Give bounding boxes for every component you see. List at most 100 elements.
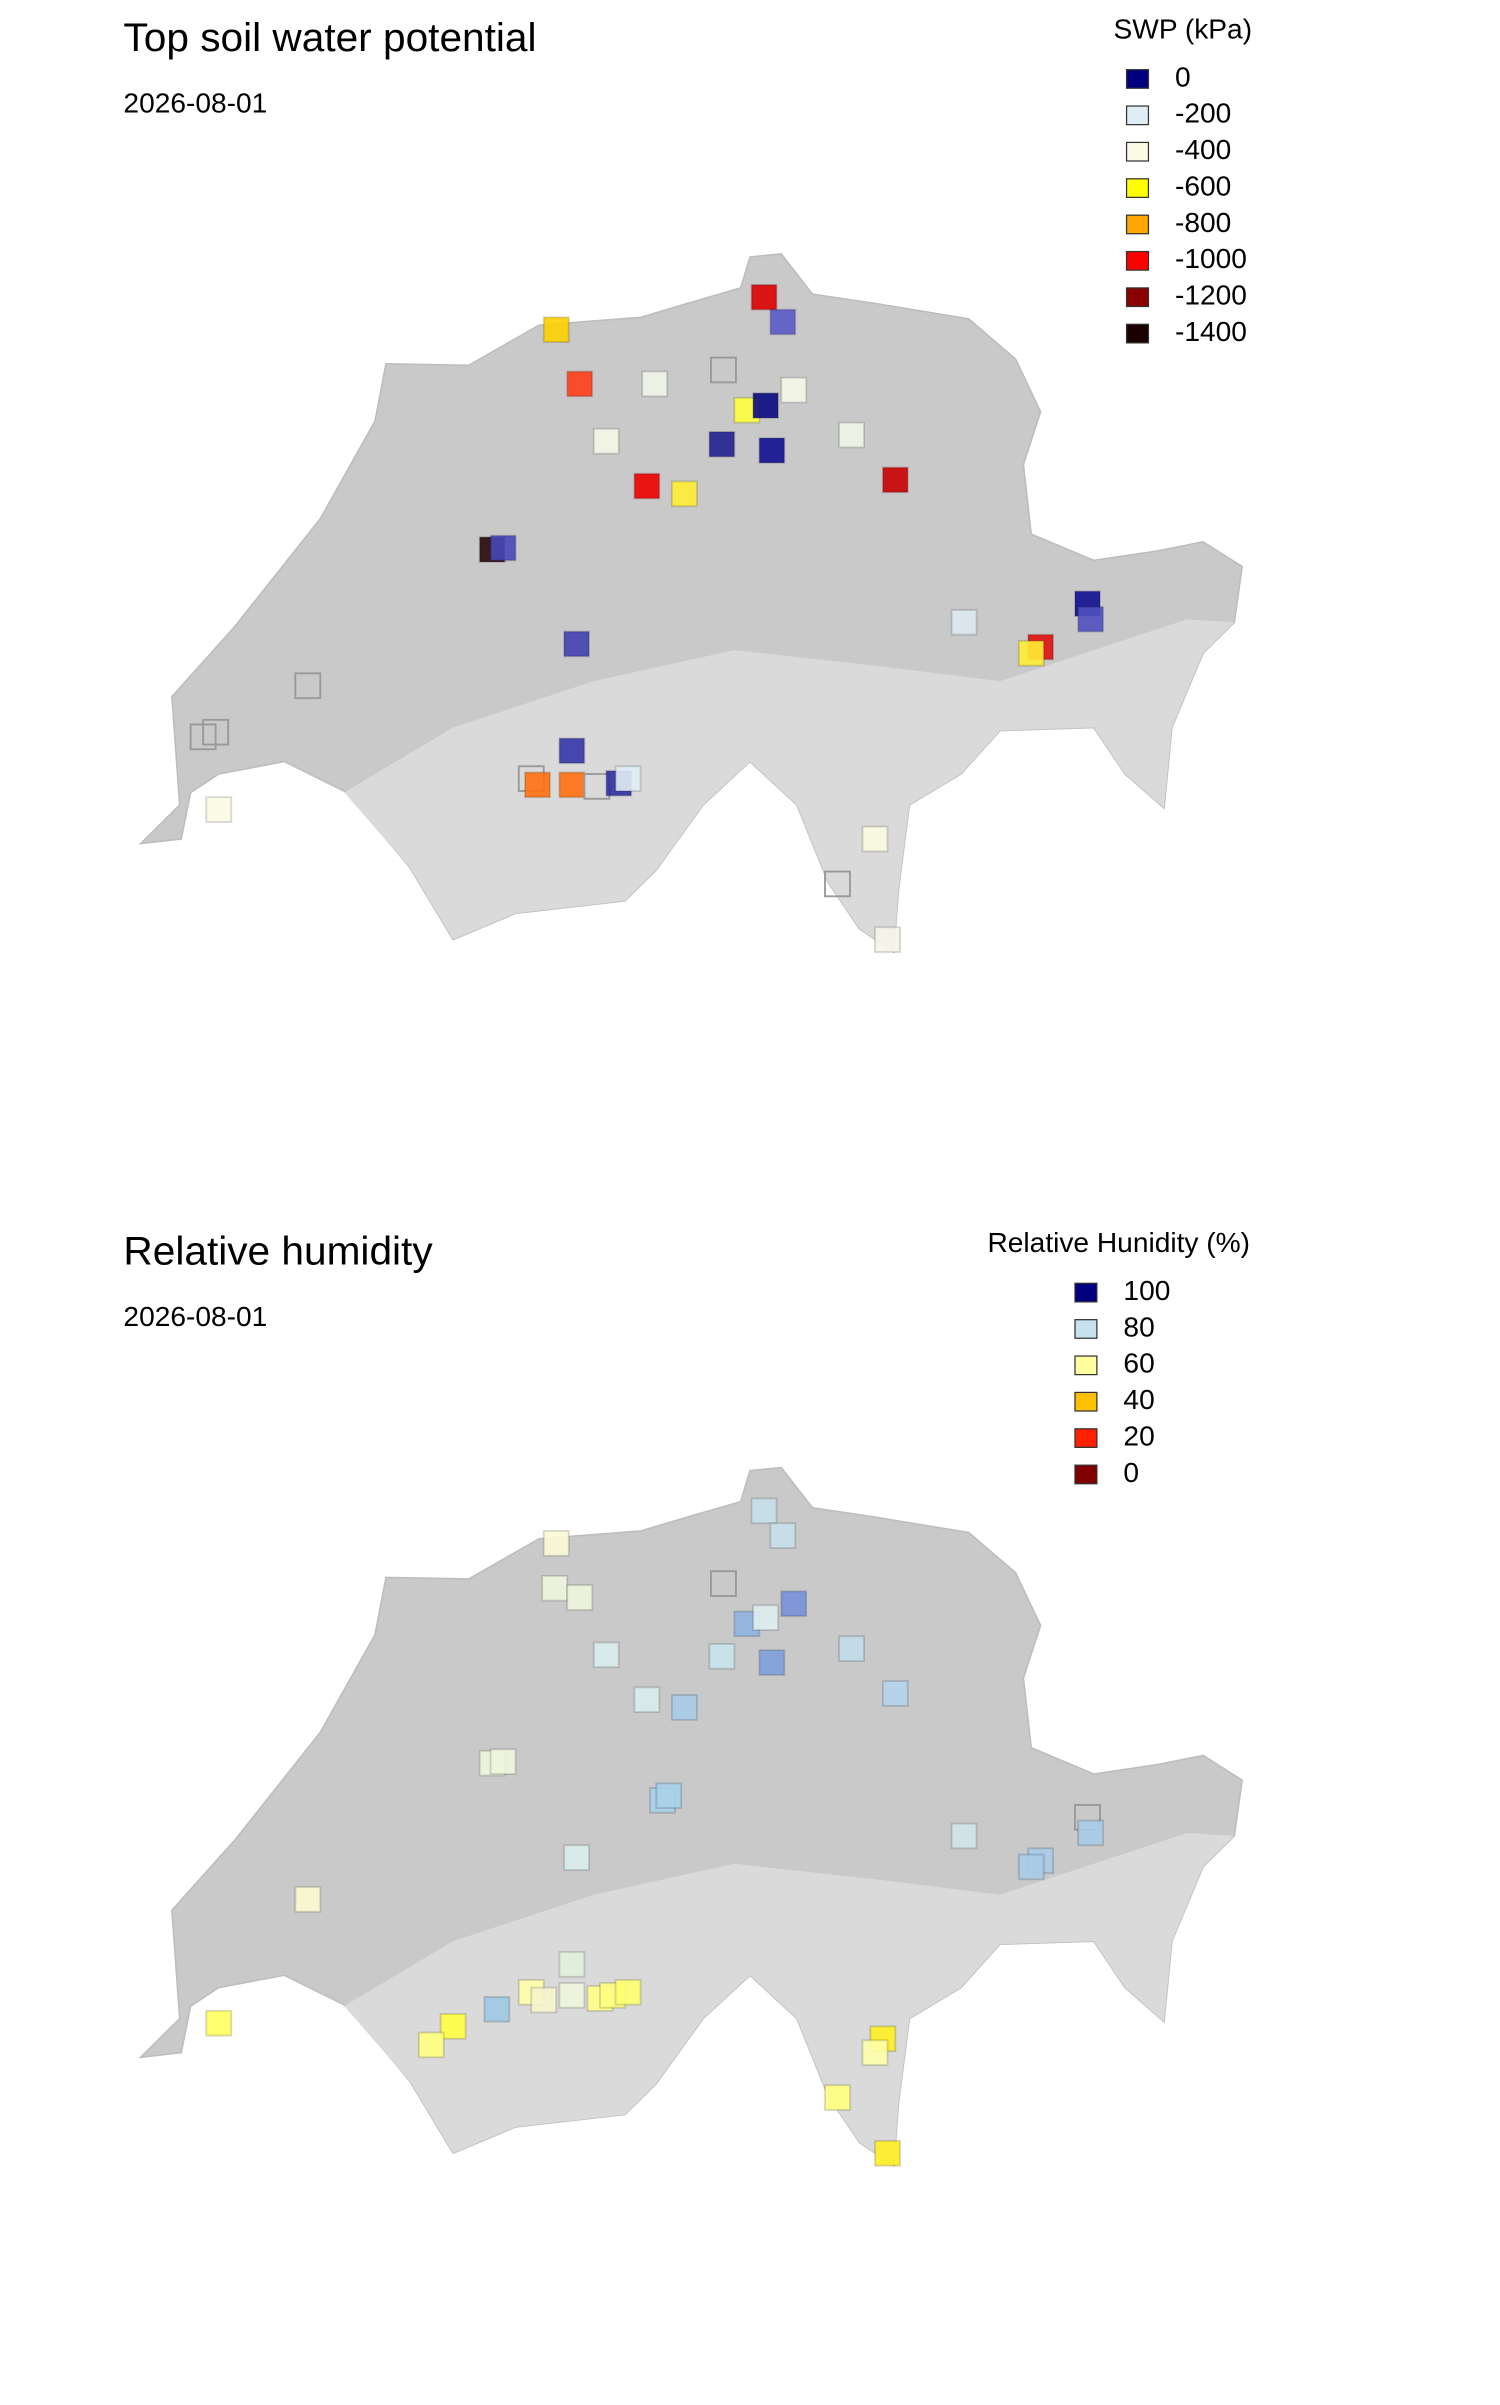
station-marker [780, 1590, 808, 1618]
legend-swatch [1074, 1355, 1098, 1376]
station-marker [769, 1522, 797, 1549]
switzerland-map [138, 253, 1244, 954]
station-marker [861, 825, 889, 853]
country-shape [138, 1466, 1244, 2168]
station-marker [1077, 1819, 1105, 1847]
station-marker [950, 1822, 978, 1850]
figure-content: Top soil water potential 2026-08-01 SWP (k… [123, 13, 1253, 2168]
legend-swatch [1074, 1391, 1098, 1412]
station-marker [708, 430, 736, 458]
station-marker [633, 472, 661, 500]
legend-swatch [1074, 1282, 1098, 1303]
legend-label: -600 [1175, 171, 1231, 202]
map-panel: Top soil water potential 2026-08-01 SWP (k… [123, 13, 1253, 954]
legend-swatch [1125, 250, 1150, 271]
station-marker [670, 1694, 698, 1721]
station-marker [558, 737, 586, 765]
station-marker [861, 2039, 889, 2066]
legend-swatch [1125, 105, 1150, 126]
station-marker [641, 370, 669, 398]
station-marker [1017, 639, 1045, 667]
station-marker [655, 1782, 683, 1809]
station-marker [558, 1982, 586, 2009]
station-marker [758, 437, 786, 464]
legend-label: 0 [1123, 1457, 1139, 1488]
station-marker [489, 534, 517, 562]
station-marker [950, 608, 978, 636]
legend-label: -1200 [1175, 280, 1247, 311]
panel-date: 2026-08-01 [123, 88, 267, 119]
station-marker [1077, 605, 1105, 633]
station-no-data [294, 672, 322, 700]
station-marker [881, 1680, 909, 1707]
station-no-data [710, 356, 737, 384]
station-marker [874, 2139, 901, 2167]
station-no-data [824, 870, 851, 898]
station-marker [592, 1641, 620, 1669]
legend-label: 0 [1175, 61, 1191, 92]
station-marker [752, 1604, 780, 1631]
panel-title: Relative humidity [123, 1228, 433, 1274]
station-marker [750, 283, 778, 311]
station-marker [417, 2031, 445, 2059]
alpine-relief [343, 1832, 1235, 2166]
legend-swatch [1125, 323, 1150, 344]
station-marker [541, 1574, 569, 1602]
station-marker [524, 771, 551, 799]
legend-swatch [1125, 214, 1150, 235]
station-marker [614, 1978, 642, 2006]
legend-label: -1000 [1175, 243, 1247, 274]
station-marker [483, 1995, 511, 2023]
station-marker [558, 1951, 586, 1978]
legend-label: -400 [1175, 134, 1231, 165]
station-marker [205, 2009, 233, 2037]
station-no-data [202, 718, 230, 746]
legend-swatch [1074, 1428, 1098, 1448]
legend-label: -800 [1175, 207, 1231, 238]
station-marker [881, 466, 909, 494]
legend-label: 20 [1123, 1421, 1154, 1452]
map-panel: Relative humidity 2026-08-01 Relative Huni… [123, 1227, 1250, 2168]
station-marker [838, 421, 865, 449]
station-marker [750, 1497, 778, 1525]
station-marker [670, 480, 698, 508]
legend-swatch [1125, 287, 1150, 308]
legend-label: -200 [1175, 98, 1231, 129]
legend-label: 40 [1123, 1384, 1154, 1415]
legend-swatch [1125, 69, 1150, 89]
station-marker [542, 316, 570, 344]
panel-date: 2026-08-01 [123, 1301, 267, 1332]
station-marker [752, 392, 780, 419]
legend-label: 100 [1123, 1275, 1170, 1306]
legend-label: -1400 [1175, 316, 1247, 347]
legend-swatch [1074, 1319, 1098, 1339]
switzerland-map [138, 1466, 1244, 2168]
legend-label: 80 [1123, 1311, 1154, 1342]
station-no-data [710, 1570, 737, 1597]
legend-title: SWP (kPa) [1114, 13, 1253, 44]
station-marker [708, 1643, 736, 1670]
legend-swatch [1125, 178, 1150, 198]
station-marker [566, 1584, 594, 1611]
station-marker [758, 1649, 786, 1676]
alpine-relief [343, 619, 1235, 953]
legend-label: 60 [1123, 1348, 1154, 1379]
legend-swatch [1125, 141, 1150, 162]
station-marker [874, 926, 901, 953]
station-marker [838, 1635, 865, 1662]
station-marker [205, 796, 233, 823]
station-marker [439, 2013, 467, 2040]
legend-swatch [1074, 1464, 1098, 1485]
station-marker [780, 376, 808, 404]
station-marker [294, 1886, 322, 1913]
station-marker [566, 370, 594, 398]
station-marker [563, 1844, 590, 1871]
legend-title: Relative Hunidity (%) [988, 1227, 1250, 1258]
station-marker [614, 765, 642, 792]
station-marker [558, 771, 586, 799]
station-marker [633, 1686, 661, 1714]
station-marker [1017, 1853, 1045, 1881]
station-marker [824, 2084, 851, 2111]
